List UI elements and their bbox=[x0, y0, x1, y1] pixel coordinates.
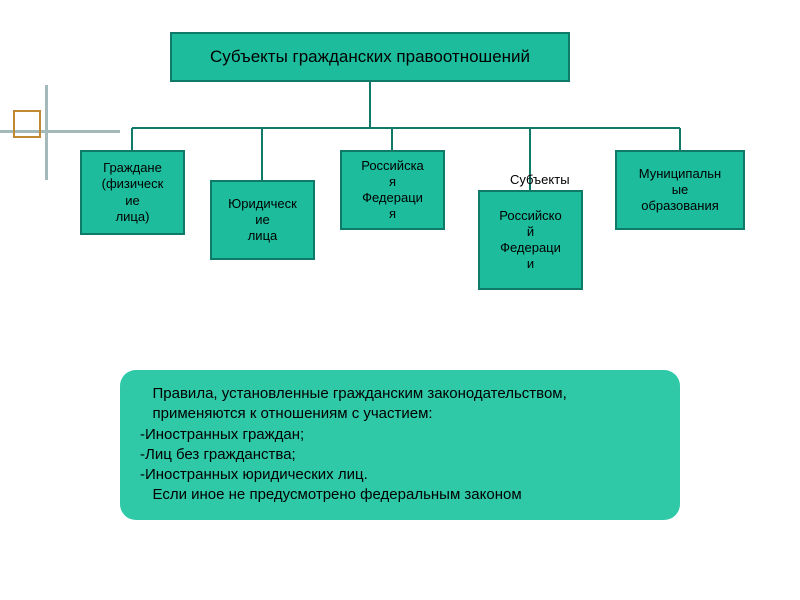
child-box: Юридическ ие лица bbox=[210, 180, 315, 260]
note-box: Правила, установленные гражданским закон… bbox=[120, 370, 680, 520]
child-box: Муниципальн ые образования bbox=[615, 150, 745, 230]
child-box: Российска я Федераци я bbox=[340, 150, 445, 230]
child-box-label: Российско й Федераци и bbox=[499, 208, 561, 273]
child-float-label: Субъекты bbox=[510, 172, 570, 187]
deco-square bbox=[13, 110, 41, 138]
child-box-label: Муниципальн ые образования bbox=[639, 166, 721, 215]
child-box-label: Российска я Федераци я bbox=[361, 158, 424, 223]
note-text: Правила, установленные гражданским закон… bbox=[140, 384, 660, 506]
child-box: Российско й Федераци и bbox=[478, 190, 583, 290]
child-box: Граждане (физическ ие лица) bbox=[80, 150, 185, 235]
main-title-box: Субъекты гражданских правоотношений bbox=[170, 32, 570, 82]
child-box-label: Граждане (физическ ие лица) bbox=[86, 160, 179, 225]
deco-vline bbox=[45, 85, 48, 180]
main-title-text: Субъекты гражданских правоотношений bbox=[210, 46, 530, 67]
child-box-label: Юридическ ие лица bbox=[228, 196, 297, 245]
